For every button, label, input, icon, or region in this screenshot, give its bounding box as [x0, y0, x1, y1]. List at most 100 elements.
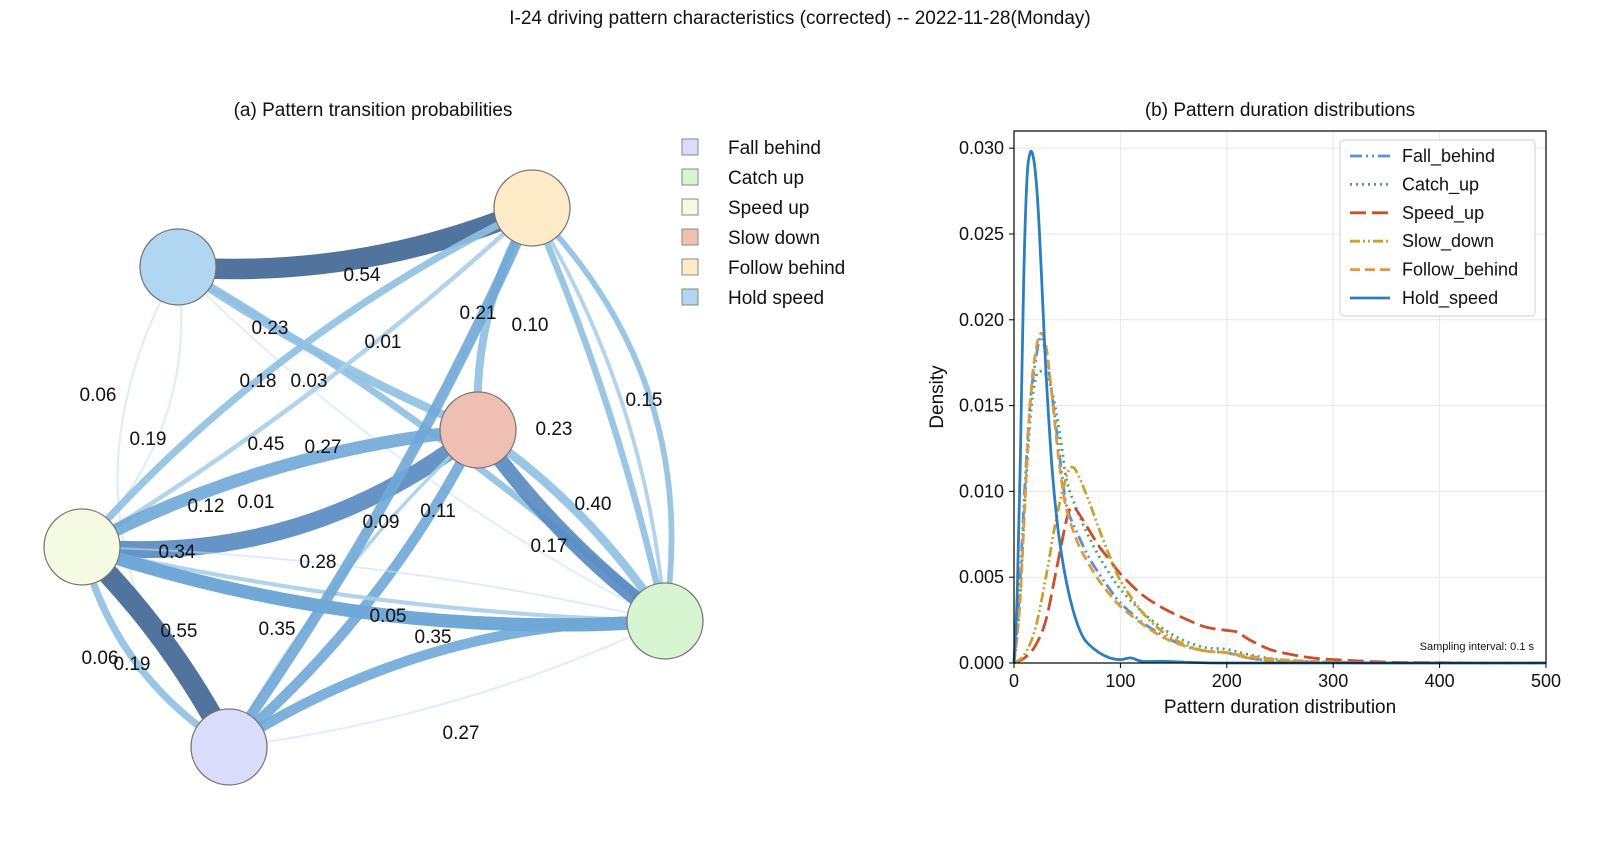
- edge-probability-label: 0.45: [248, 434, 285, 455]
- edge-probability-label: 0.23: [536, 419, 573, 440]
- figure-suptitle: I-24 driving pattern characteristics (co…: [509, 8, 1091, 29]
- edge-probability-label: 0.55: [161, 621, 198, 642]
- x-tick-label: 300: [1318, 671, 1348, 691]
- plot-frame: [1013, 130, 1547, 664]
- transition-edge: [223, 615, 671, 753]
- edge-probability-label: 0.18: [240, 371, 277, 392]
- density-line: [1013, 505, 1546, 665]
- edge-probability-label: 0.34: [159, 542, 196, 563]
- pattern-node: [139, 228, 217, 306]
- legend-swatch: [681, 168, 699, 186]
- legend-swatch: [681, 258, 699, 276]
- density-line: [1012, 331, 1546, 665]
- plot-legend: Fall_behind Catch_up Speed_up Slow_down Foll…: [1339, 139, 1536, 317]
- transition-edge: [223, 424, 484, 753]
- pattern-node: [439, 391, 517, 469]
- edge-probability-label: 0.40: [575, 494, 612, 515]
- edge-probability-label: 0.23: [252, 318, 289, 339]
- legend-label: Follow_behind: [1402, 260, 1518, 281]
- y-tick-label: 0.010: [959, 481, 1004, 501]
- transition-edge: [228, 620, 666, 748]
- density-line: [1012, 149, 1546, 665]
- sampling-annotation: Sampling interval: 0.1 s: [1420, 641, 1535, 653]
- edge-probability-label: 0.27: [305, 437, 342, 458]
- network-legend: Fall behind Catch up Speed up Slow down Foll…: [681, 138, 845, 309]
- legend-swatch: [681, 228, 699, 246]
- network-edges: [71, 197, 675, 758]
- density-line: [1012, 335, 1546, 665]
- edge-probability-label: 0.01: [238, 492, 275, 513]
- pattern-node: [493, 169, 571, 247]
- transition-edge: [78, 204, 536, 551]
- network-title: (a) Pattern transition probabilities: [234, 100, 513, 121]
- pattern-node: [43, 508, 121, 586]
- transition-edge: [529, 205, 675, 624]
- y-tick-label: 0.030: [959, 138, 1004, 158]
- y-tick-label: 0.000: [959, 653, 1004, 673]
- edge-probability-label: 0.06: [82, 648, 119, 669]
- plot-ticks: 0 100 200 300 400 500 0.000 0.005 0.010 0.015 0.02…: [959, 138, 1561, 691]
- legend-label: Speed_up: [1402, 203, 1484, 224]
- legend-label: Catch_up: [1402, 174, 1479, 195]
- pattern-node: [190, 708, 268, 786]
- plot-title: (b) Pattern duration distributions: [1145, 100, 1415, 121]
- edge-probability-label: 0.21: [460, 303, 497, 324]
- x-tick-label: 200: [1212, 671, 1242, 691]
- pattern-node: [626, 582, 704, 660]
- y-tick-label: 0.020: [959, 310, 1004, 330]
- edge-probability-label: 0.27: [443, 723, 480, 744]
- transition-edge: [79, 544, 668, 624]
- y-tick-label: 0.005: [959, 567, 1004, 587]
- edge-probability-label: 0.12: [188, 496, 225, 517]
- transition-edge: [528, 204, 669, 625]
- transition-edge: [81, 546, 666, 622]
- y-axis-label: Density: [927, 365, 948, 429]
- legend-swatch: [681, 288, 699, 306]
- legend-label: Follow behind: [728, 258, 845, 279]
- y-tick-label: 0.015: [959, 396, 1004, 416]
- edge-probability-label: 0.35: [259, 619, 296, 640]
- duration-plot-panel: (b) Pattern duration distributions 0 100 2…: [927, 100, 1561, 718]
- edge-probability-label: 0.09: [363, 512, 400, 533]
- transition-edge: [79, 205, 535, 550]
- x-tick-label: 100: [1105, 671, 1135, 691]
- transition-edge: [530, 206, 667, 623]
- network-edge-labels: 0.54 0.06 0.06 0.23 0.18 0.03 0.19 0.01 0.21 0.10…: [80, 265, 663, 744]
- legend-label: Hold_speed: [1402, 288, 1498, 309]
- edge-probability-label: 0.17: [531, 536, 568, 557]
- legend-box: [1339, 139, 1536, 317]
- edge-probability-label: 0.15: [626, 390, 663, 411]
- y-tick-label: 0.025: [959, 224, 1004, 244]
- edge-probability-label: 0.19: [114, 654, 151, 675]
- legend-label: Speed up: [728, 198, 809, 219]
- x-tick-label: 400: [1425, 671, 1455, 691]
- density-line: [1012, 369, 1546, 665]
- x-tick-label: 500: [1531, 671, 1561, 691]
- edge-probability-label: 0.03: [291, 371, 328, 392]
- edge-probability-label: 0.01: [365, 332, 402, 353]
- transition-edge: [167, 197, 543, 280]
- legend-label: Fall_behind: [1402, 146, 1495, 167]
- edge-probability-label: 0.10: [512, 315, 549, 336]
- edge-probability-label: 0.05: [370, 606, 407, 627]
- legend-label: Slow_down: [1402, 231, 1494, 252]
- transition-network-panel: (a) Pattern transition probabilities 0.5…: [43, 100, 845, 786]
- plot-lines: [1012, 149, 1546, 665]
- edge-probability-label: 0.19: [130, 429, 167, 450]
- network-nodes: [43, 169, 704, 786]
- edge-probability-label: 0.54: [344, 265, 381, 286]
- transition-edge: [223, 202, 538, 753]
- legend-label: Fall behind: [728, 138, 821, 159]
- edge-probability-label: 0.35: [415, 627, 452, 648]
- legend-swatch: [681, 198, 699, 216]
- edge-probability-label: 0.06: [80, 385, 117, 406]
- legend-label: Slow down: [728, 228, 820, 249]
- edge-probability-label: 0.11: [420, 501, 456, 522]
- x-axis-label: Pattern duration distribution: [1164, 697, 1396, 718]
- edge-probability-label: 0.28: [300, 552, 337, 573]
- legend-label: Catch up: [728, 168, 804, 189]
- x-tick-label: 0: [1009, 671, 1019, 691]
- legend-swatch: [681, 138, 699, 156]
- legend-label: Hold speed: [728, 288, 824, 309]
